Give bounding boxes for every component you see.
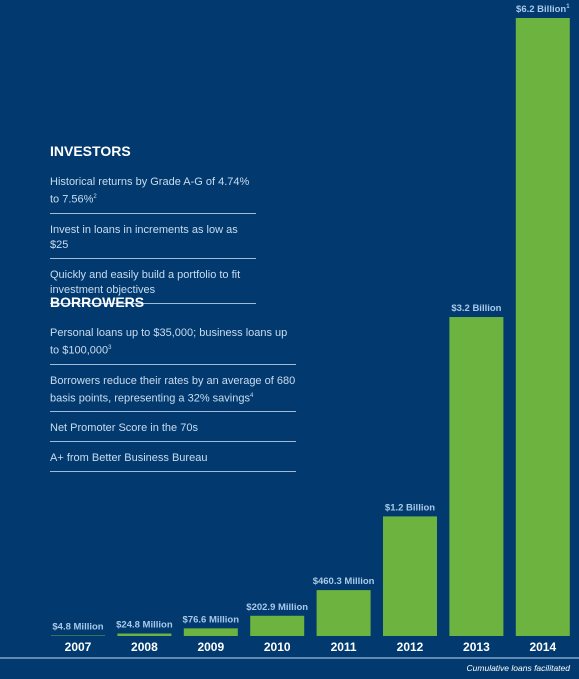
value-label-text: $460.3 Million [313,576,375,587]
heading: BORROWERS [50,294,145,310]
value-label-text: $3.2 Billion [451,303,501,314]
value-label: $460.3 Million [313,576,375,587]
list-item: Borrowers reduce their rates by an avera… [50,370,296,413]
x-tick-label: 2013 [463,640,490,654]
list-item: Net Promoter Score in the 70s [50,417,296,443]
x-tick-label: 2011 [331,640,357,654]
item-text: Personal loans up to $35,000; business l… [50,327,288,357]
value-label: $202.9 Million [246,602,308,613]
list-item: Personal loans up to $35,000; business l… [50,322,296,365]
value-label: $1.2 Billion [385,502,435,513]
bar [515,18,570,636]
value-label: $4.8 Million [52,622,103,633]
footnote-mark: 1 [566,4,570,10]
value-label-text: $4.8 Million [52,622,103,633]
x-tick-label: 2012 [397,640,424,654]
value-label-text: $24.8 Million [116,620,173,631]
value-label-text: $1.2 Billion [385,502,435,513]
list-item: A+ from Better Business Bureau [50,447,296,473]
value-label: $24.8 Million [116,620,173,631]
footnote-mark: 3 [108,345,112,351]
x-tick-label: 2009 [197,640,224,654]
x-tick-label: 2014 [529,640,556,654]
list-item: Quickly and easily build a portfolio to … [50,264,256,304]
bar [250,615,305,636]
footnote-mark: 4 [249,392,254,399]
item-text: A+ from Better Business Bureau [50,452,208,465]
bar [383,516,437,636]
caption: Cumulative loans facilitated [467,663,571,673]
borrowers-panel: BORROWERS Personal loans up to $35,000; … [50,294,296,477]
list-item: Invest in loans in increments as low as … [50,219,256,259]
item-text: Borrowers reduce their rates by an avera… [50,374,296,405]
value-label: $76.6 Million [183,614,240,625]
footnote-mark: 2 [93,194,97,200]
x-tick-label: 2008 [131,640,158,654]
bar [316,590,371,636]
value-label-text: $6.2 Billion [516,4,566,15]
item-text: Historical returns by Grade A-G of 4.74%… [50,176,250,206]
x-tick-label: 2007 [65,640,92,654]
value-label: $6.2 Billion1 [516,4,570,15]
bar [183,628,238,636]
value-label: $3.2 Billion [451,303,501,314]
list-item: Historical returns by Grade A-G of 4.74%… [50,171,256,214]
heading: INVESTORS [50,143,131,159]
bar [449,317,504,636]
item-text: Net Promoter Score in the 70s [50,422,198,435]
item-text: Quickly and easily build a portfolio to … [50,268,241,296]
investors-panel: INVESTORS Historical returns by Grade A-… [50,143,256,309]
value-label-text: $202.9 Million [246,602,308,613]
item-text: Invest in loans in increments as low as … [50,223,238,251]
value-label-text: $76.6 Million [183,614,240,625]
bar [117,633,172,636]
x-tick-label: 2010 [264,640,291,654]
